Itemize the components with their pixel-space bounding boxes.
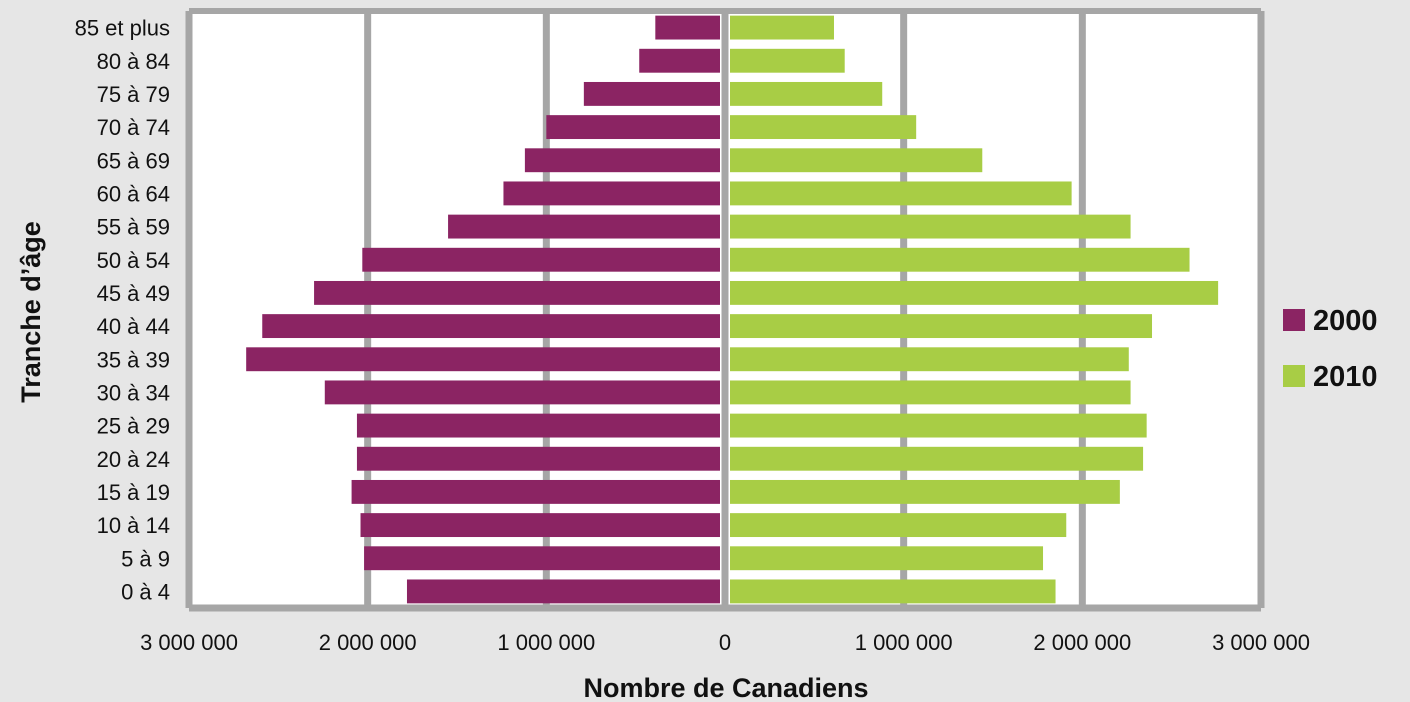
bar-2000-0: [406, 579, 720, 604]
x-tick-label-6: 3 000 000: [1212, 630, 1310, 655]
legend-label-2010: 2010: [1313, 361, 1378, 393]
y-tick-label-15: 75 à 79: [97, 82, 170, 107]
bar-2010-10: [730, 247, 1190, 272]
bar-2010-15: [730, 81, 883, 106]
bar-2000-11: [448, 214, 720, 239]
y-tick-label-10: 50 à 54: [97, 248, 170, 273]
bar-2010-17: [730, 15, 834, 40]
bar-2000-7: [246, 347, 720, 372]
bar-2000-12: [503, 181, 720, 206]
legend-label-2000: 2000: [1313, 305, 1378, 337]
bar-2010-3: [730, 479, 1120, 504]
y-tick-label-11: 55 à 59: [97, 215, 170, 240]
bar-2010-16: [730, 48, 845, 73]
bars: [246, 15, 1219, 604]
y-tick-label-5: 25 à 29: [97, 414, 170, 439]
y-tick-label-17: 85 et plus: [75, 16, 170, 41]
bar-2000-5: [356, 413, 720, 438]
legend-swatch-2010: [1283, 365, 1305, 387]
bar-2010-2: [730, 513, 1067, 538]
y-tick-label-2: 10 à 14: [97, 513, 170, 538]
y-tick-label-16: 80 à 84: [97, 49, 170, 74]
x-tick-label-2: 1 000 000: [497, 630, 595, 655]
bar-2000-6: [324, 380, 720, 405]
legend: 2000 2010: [1283, 305, 1378, 393]
y-tick-label-6: 30 à 34: [97, 380, 170, 405]
bar-2010-1: [730, 546, 1044, 571]
y-tick-labels: 0 à 4 5 à 9 10 à 14 15 à 19 20 à 24 25 à 29 30…: [75, 16, 170, 605]
x-tick-label-0: 3 000 000: [140, 630, 238, 655]
bar-2000-10: [362, 247, 720, 272]
y-tick-label-1: 5 à 9: [121, 546, 170, 571]
bar-2010-6: [730, 380, 1131, 405]
bar-2000-4: [356, 446, 720, 471]
bar-2010-14: [730, 115, 917, 140]
y-tick-label-12: 60 à 64: [97, 181, 170, 206]
bar-2000-16: [639, 48, 720, 73]
bar-2010-11: [730, 214, 1131, 239]
x-tick-label-5: 2 000 000: [1033, 630, 1131, 655]
bar-2010-9: [730, 280, 1219, 305]
bar-2000-1: [364, 546, 720, 571]
bar-2010-4: [730, 446, 1144, 471]
bar-2000-13: [524, 148, 720, 173]
x-tick-label-1: 2 000 000: [319, 630, 417, 655]
bar-2000-15: [583, 81, 720, 106]
bar-2000-8: [262, 314, 720, 339]
x-tick-label-4: 1 000 000: [855, 630, 953, 655]
bar-2000-17: [655, 15, 720, 40]
legend-swatch-2000: [1283, 309, 1305, 331]
bar-2000-2: [360, 513, 720, 538]
x-tick-label-3: 0: [719, 630, 731, 655]
bar-2010-13: [730, 148, 983, 173]
y-tick-label-14: 70 à 74: [97, 115, 170, 140]
y-tick-label-13: 65 à 69: [97, 148, 170, 173]
bar-2000-9: [314, 280, 720, 305]
bar-2010-7: [730, 347, 1129, 372]
bar-2010-0: [730, 579, 1056, 604]
bar-2010-5: [730, 413, 1147, 438]
y-axis-title: Tranche d’âge: [16, 221, 46, 403]
y-tick-label-3: 15 à 19: [97, 480, 170, 505]
y-tick-label-4: 20 à 24: [97, 447, 170, 472]
bar-2010-12: [730, 181, 1072, 206]
y-tick-label-8: 40 à 44: [97, 314, 170, 339]
y-tick-label-0: 0 à 4: [121, 579, 170, 604]
grid-lines: [185, 8, 1265, 612]
y-tick-label-9: 45 à 49: [97, 281, 170, 306]
y-tick-label-7: 35 à 39: [97, 347, 170, 372]
bar-2010-8: [730, 314, 1153, 339]
x-axis-title: Nombre de Canadiens: [583, 673, 868, 702]
bar-2000-3: [351, 479, 720, 504]
x-tick-labels: 3 000 000 2 000 000 1 000 000 0 1 000 000 2 0…: [140, 630, 1310, 655]
bar-2000-14: [546, 115, 720, 140]
